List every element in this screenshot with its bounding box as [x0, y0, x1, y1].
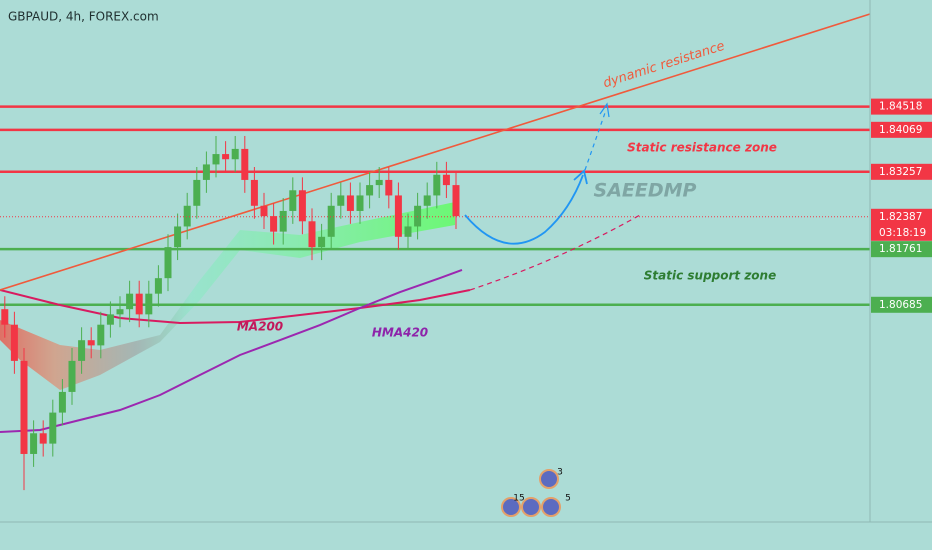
candle-body — [154, 278, 162, 294]
candle-body — [164, 247, 172, 279]
candle-body — [106, 314, 114, 325]
candle-body — [270, 216, 278, 232]
candle-body — [87, 340, 95, 346]
candle-body — [10, 324, 18, 361]
candle-body — [260, 205, 268, 217]
trendline — [0, 13, 871, 291]
candle-body — [366, 185, 374, 196]
candle-body — [404, 226, 412, 237]
candle-body — [58, 391, 66, 413]
candle-body — [289, 190, 297, 211]
candle-body — [337, 195, 345, 206]
candle-body — [394, 195, 402, 237]
candle-body — [116, 309, 124, 315]
candle-body — [174, 226, 182, 248]
candle-body — [442, 174, 450, 186]
candle-body — [126, 293, 134, 310]
line-label: MA200 — [237, 320, 283, 334]
candle-body — [375, 179, 383, 186]
level-label-box — [871, 241, 932, 258]
candle-body — [231, 148, 239, 160]
annotation: Static resistance zone — [627, 141, 777, 155]
projection-arrow — [599, 102, 610, 118]
candle-body — [68, 360, 76, 392]
level-label: 1.81761 — [879, 243, 922, 255]
event-icon[interactable] — [539, 469, 559, 489]
candle-body — [202, 164, 210, 180]
ma-ribbon — [0, 202, 455, 390]
level-label-box — [871, 121, 932, 138]
projection-curve — [464, 174, 584, 245]
event-icon[interactable] — [521, 497, 541, 517]
countdown-label: 03:18:19 — [879, 227, 926, 239]
candle-body — [78, 340, 86, 361]
level-label-box — [871, 163, 932, 180]
level-label: 1.80685 — [879, 299, 922, 311]
last-price-label: 1.82387 — [879, 211, 922, 223]
last-price-box — [871, 208, 932, 241]
level-label: 1.83257 — [879, 166, 922, 178]
ma-projection — [469, 214, 641, 291]
moving-average — [0, 269, 463, 434]
candle-body — [298, 190, 306, 222]
candle-body — [49, 412, 57, 444]
candle-body — [318, 236, 326, 248]
line-label: HMA420 — [372, 326, 428, 340]
candle-body — [222, 154, 230, 160]
level-label-box — [871, 98, 932, 115]
candle-body — [356, 195, 364, 211]
watermark: SAEEDMP — [594, 180, 697, 202]
candle-body — [135, 293, 143, 315]
candle-body — [30, 433, 38, 454]
candle-body — [20, 360, 28, 454]
event-count: 3 — [557, 468, 563, 478]
level-label-box — [871, 296, 932, 313]
event-icon[interactable] — [541, 497, 561, 517]
candle-body — [1, 309, 9, 325]
chart-title: GBPAUD, 4h, FOREX.com — [8, 10, 159, 24]
candle-body — [212, 154, 220, 165]
event-count: 5 — [565, 494, 571, 504]
events: 15 5 3 — [501, 468, 571, 517]
candle-body — [145, 293, 153, 315]
candle-body — [39, 433, 47, 444]
candle-body — [327, 205, 335, 237]
candle-body — [414, 205, 422, 227]
candle-body — [385, 179, 393, 196]
candle-body — [241, 148, 249, 180]
candle-body — [346, 195, 354, 211]
candle-body — [423, 195, 431, 206]
level-label: 1.84069 — [879, 124, 922, 136]
marks — [0, 13, 871, 491]
event-icon[interactable] — [501, 497, 521, 517]
candle-body — [308, 221, 316, 248]
candle-body — [250, 179, 258, 206]
candle-body — [97, 324, 105, 346]
candle-body — [183, 205, 191, 227]
annotation: Static support zone — [644, 269, 776, 283]
event-count: 15 — [513, 494, 524, 504]
candle-body — [193, 179, 201, 206]
candle-body — [433, 174, 441, 196]
moving-average — [0, 289, 471, 324]
axes: 1.84518 1.84069 1.83257 1.81761 1.80685 1.823… — [871, 98, 932, 313]
candle-body — [279, 210, 287, 232]
projection-arrow — [573, 169, 588, 185]
projection-dashed — [584, 109, 607, 171]
candle-body — [452, 185, 460, 217]
level-label: 1.84518 — [879, 101, 922, 113]
